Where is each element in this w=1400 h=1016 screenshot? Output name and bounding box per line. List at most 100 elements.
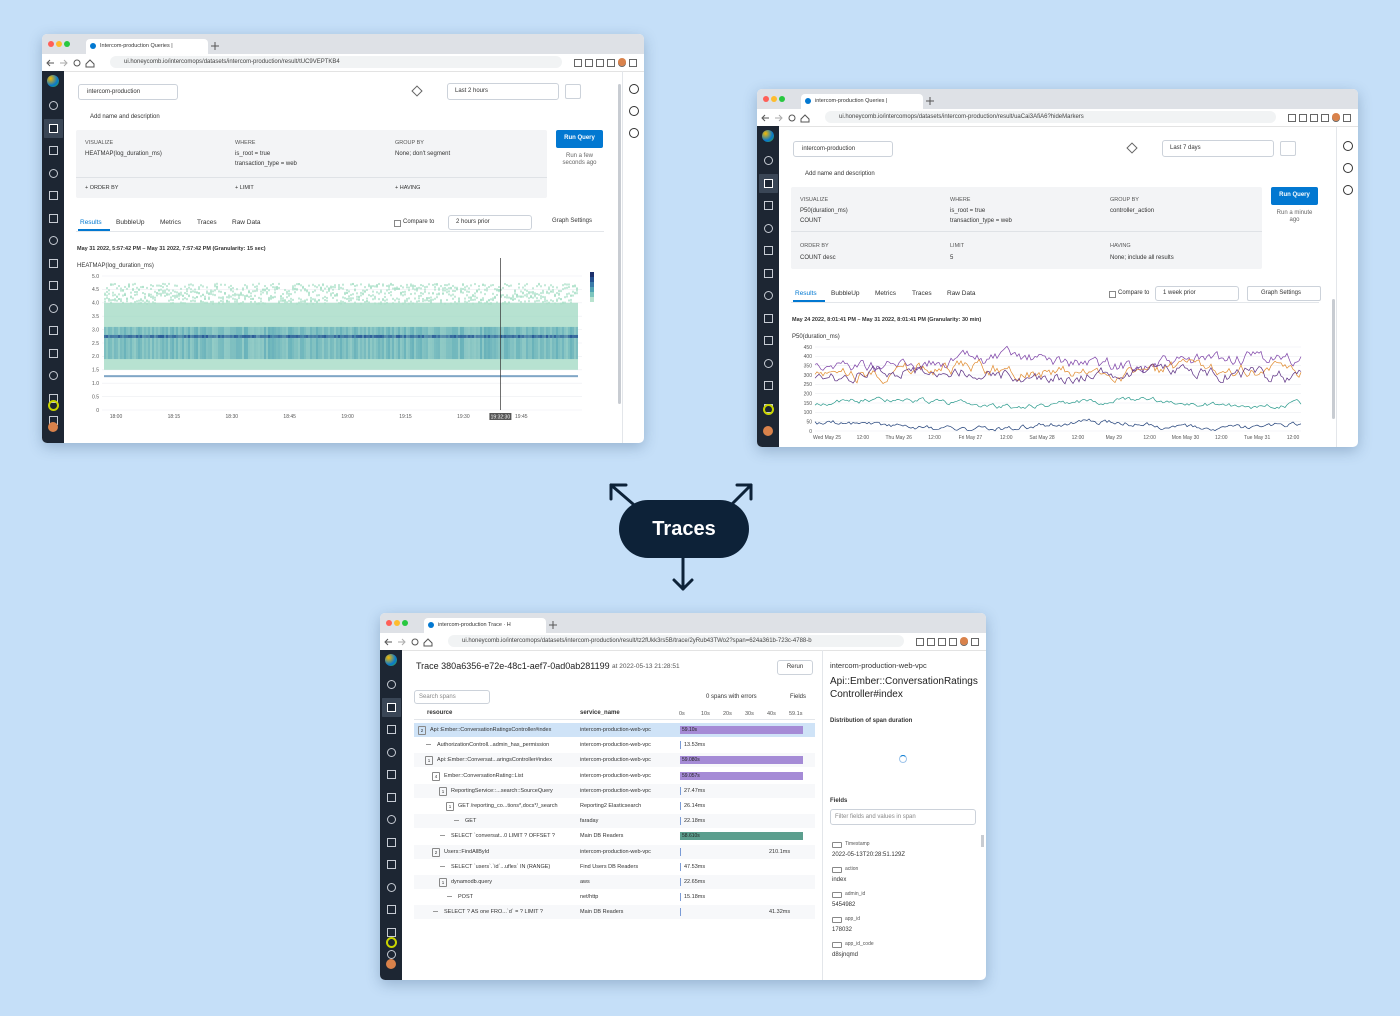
graph-settings[interactable]: Graph Settings xyxy=(1247,286,1321,301)
url-field[interactable] xyxy=(448,635,904,647)
run-query-button[interactable]: Run Query xyxy=(1271,187,1318,205)
sidebar-icon[interactable] xyxy=(49,146,58,155)
sidebar-icon[interactable] xyxy=(49,101,58,110)
toolbar-icon[interactable] xyxy=(585,59,593,67)
span-row[interactable]: 2 Users::FindAllById intercom-production-w… xyxy=(414,844,815,859)
time-range-select[interactable]: Last 2 hours xyxy=(447,83,559,100)
url-field[interactable] xyxy=(110,56,562,68)
child-count[interactable]: 4 xyxy=(432,771,440,781)
result-tab[interactable]: Raw Data xyxy=(232,219,261,226)
add-name[interactable]: Add name and description xyxy=(90,114,160,120)
window-control[interactable] xyxy=(64,41,70,47)
nav-buttons[interactable] xyxy=(46,57,116,69)
sidebar-icon[interactable] xyxy=(764,178,773,188)
sidebar-icon[interactable] xyxy=(49,236,58,245)
sidebar-icon[interactable] xyxy=(764,313,773,323)
span-row[interactable]: GET faraday 22.18ms xyxy=(414,814,815,829)
clause-value[interactable]: is_root = true xyxy=(950,208,986,214)
sidebar-icon[interactable] xyxy=(764,336,773,345)
span-row[interactable]: 1 ReportingService::...search::SourceQuer… xyxy=(414,783,815,798)
sidebar-icon[interactable] xyxy=(764,268,773,278)
sidebar-icon[interactable] xyxy=(387,702,396,712)
child-count[interactable]: 1 xyxy=(425,756,433,766)
clause-value[interactable]: P50(duration_ms) xyxy=(800,208,848,214)
sidebar-icon[interactable] xyxy=(387,950,396,959)
child-count[interactable]: 1 xyxy=(446,802,454,811)
span-row[interactable]: 2 Api::Ember::ConversationRatingsControll… xyxy=(414,723,815,737)
toolbar-icon[interactable] xyxy=(971,638,979,646)
new-tab-icon[interactable] xyxy=(549,621,557,629)
sidebar-icon[interactable] xyxy=(764,381,773,390)
span-row[interactable]: 4 Ember::ConversationRating::List intercom… xyxy=(414,768,815,783)
span-row[interactable]: SELECT ? AS one FRO...`d` = ? LIMIT ? Mai… xyxy=(414,905,815,920)
clause-value[interactable]: HEATMAP(log_duration_ms) xyxy=(85,151,162,157)
dataset-select[interactable]: intercom-production xyxy=(78,84,178,100)
sidebar-icon[interactable] xyxy=(49,258,58,268)
clause-value[interactable]: controller_action xyxy=(1110,208,1155,214)
compare-checkbox[interactable] xyxy=(394,220,401,227)
star-icon[interactable] xyxy=(1126,142,1138,154)
window-control[interactable] xyxy=(48,41,54,47)
result-tab[interactable]: Metrics xyxy=(875,290,896,297)
toolbar-icon[interactable] xyxy=(1343,114,1351,122)
sidebar-icon[interactable] xyxy=(49,281,58,290)
clause-label[interactable]: HAVING xyxy=(1110,243,1131,249)
time-range-select[interactable]: Last 7 days xyxy=(1162,140,1274,157)
result-tab[interactable]: Metrics xyxy=(160,219,181,226)
sidebar-icon[interactable] xyxy=(49,326,58,335)
back-query[interactable] xyxy=(1280,141,1296,156)
result-tab[interactable]: Results xyxy=(795,290,817,297)
run-query-button[interactable]: Run Query xyxy=(556,130,603,148)
back-query[interactable] xyxy=(565,84,581,99)
result-tab[interactable]: Raw Data xyxy=(947,290,976,297)
toolbar-icon[interactable] xyxy=(574,59,582,67)
child-count[interactable]: 1 xyxy=(439,786,447,796)
window-control[interactable] xyxy=(56,41,62,47)
panel-service[interactable]: intercom-production-web-vpc xyxy=(830,661,927,670)
sidebar-icon[interactable] xyxy=(49,303,58,313)
span-row[interactable]: 1 dynamodb.query aws 22.65ms xyxy=(414,875,815,889)
toolbar-icon[interactable] xyxy=(938,638,946,646)
child-count[interactable]: 2 xyxy=(418,726,426,735)
clause-value[interactable]: transaction_type = web xyxy=(950,218,1012,224)
sidebar-icon[interactable] xyxy=(387,905,396,914)
rail-icon[interactable] xyxy=(1343,141,1353,151)
sidebar-icon[interactable] xyxy=(49,191,58,200)
field-filter[interactable]: Filter fields and values in span xyxy=(830,809,976,825)
toolbar-icon[interactable] xyxy=(629,59,637,67)
sidebar-icon[interactable] xyxy=(764,156,773,165)
window-control[interactable] xyxy=(402,620,408,626)
sidebar-icon[interactable] xyxy=(387,815,396,824)
sidebar-icon[interactable] xyxy=(387,792,396,802)
nav-buttons[interactable] xyxy=(384,636,454,648)
clause-label[interactable]: ORDER BY xyxy=(800,243,829,249)
toolbar-icon[interactable] xyxy=(1321,114,1329,122)
sidebar-icon[interactable] xyxy=(387,860,396,869)
toolbar-icon[interactable] xyxy=(1288,114,1296,122)
sidebar-icon[interactable] xyxy=(387,680,396,689)
rerun-button[interactable]: Rerun xyxy=(777,660,813,675)
rail-icon[interactable] xyxy=(629,106,639,116)
graph-settings[interactable]: Graph Settings xyxy=(539,215,601,228)
toolbar-icon[interactable] xyxy=(607,59,615,67)
compare-select[interactable]: 1 week prior xyxy=(1155,286,1239,301)
result-tab[interactable]: BubbleUp xyxy=(831,290,860,297)
toolbar-icon[interactable] xyxy=(596,59,604,67)
clause-value[interactable]: None; don't segment xyxy=(395,151,451,157)
url-field[interactable] xyxy=(825,111,1276,123)
sidebar-icon[interactable] xyxy=(387,747,396,757)
browser-tab[interactable]: Intercom-production Queries | xyxy=(86,39,208,54)
rail-icon[interactable] xyxy=(1343,185,1353,195)
window-control[interactable] xyxy=(779,96,785,102)
clause-value[interactable]: is_root = true xyxy=(235,151,271,157)
clause-label[interactable]: LIMIT xyxy=(950,243,965,249)
clause-label[interactable]: + ORDER BY xyxy=(85,185,119,191)
browser-tab[interactable]: intercom-production Queries | xyxy=(801,94,923,109)
toolbar-icon[interactable] xyxy=(927,638,935,646)
window-control[interactable] xyxy=(394,620,400,626)
sidebar-icon[interactable] xyxy=(387,882,396,892)
sidebar-icon[interactable] xyxy=(49,168,58,178)
rail-icon[interactable] xyxy=(629,84,639,94)
result-tab[interactable]: Results xyxy=(80,219,102,226)
span-row[interactable]: 1 Api::Ember::Conversat...aringsControlle… xyxy=(414,753,815,768)
